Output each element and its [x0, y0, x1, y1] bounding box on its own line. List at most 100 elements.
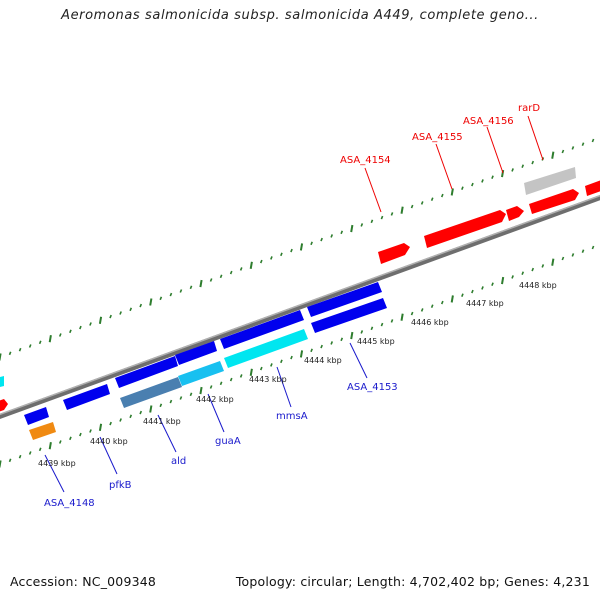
minor-tick: [481, 179, 484, 183]
minor-tick: [521, 164, 525, 168]
minor-tick: [58, 333, 62, 337]
major-tick: [400, 206, 404, 214]
gene-label-mmsa[interactable]: mmsA: [276, 411, 308, 422]
forward-label-leaders: [364, 115, 544, 213]
minor-tick: [159, 296, 163, 301]
major-tick: [48, 442, 52, 450]
minor-tick: [320, 344, 323, 349]
major-tick: [501, 276, 505, 285]
major-tick: [450, 295, 454, 303]
minor-tick: [109, 421, 112, 426]
major-tick: [199, 279, 203, 288]
gene-label-asa-4148[interactable]: ASA_4148: [44, 498, 95, 509]
gene-reverse[interactable]: [307, 282, 382, 317]
major-tick: [0, 353, 2, 361]
minor-tick: [219, 381, 223, 386]
minor-tick: [440, 193, 444, 198]
minor-tick: [410, 311, 414, 316]
minor-tick: [330, 234, 334, 238]
minor-tick: [330, 341, 334, 345]
minor-tick: [591, 245, 595, 250]
minor-tick: [310, 241, 313, 246]
minor-tick: [571, 253, 575, 257]
minor-tick: [310, 348, 313, 353]
minor-tick: [531, 267, 535, 272]
minor-tick: [259, 366, 263, 371]
major-tick: [0, 460, 2, 468]
minor-tick: [320, 237, 323, 242]
minor-tick: [28, 344, 32, 348]
gene-forward[interactable]: [378, 243, 410, 264]
minor-tick: [129, 307, 133, 312]
major-tick: [149, 405, 153, 413]
gene-reverse-orange[interactable]: [29, 422, 56, 440]
gene-forward[interactable]: [529, 189, 579, 214]
scale-label: 4445 kbp: [357, 337, 395, 346]
minor-tick: [239, 267, 243, 271]
minor-tick: [8, 458, 12, 463]
scale-label: 4446 kbp: [411, 318, 449, 327]
gene-reverse-cyan[interactable]: [224, 329, 308, 368]
minor-tick: [189, 392, 193, 397]
gene-label-pfkb[interactable]: pfkB: [109, 480, 132, 491]
gene-label-asa-4154[interactable]: ASA_4154: [340, 155, 391, 166]
gene-forward-gray[interactable]: [524, 167, 576, 195]
major-tick: [350, 224, 354, 233]
major-tick: [400, 313, 404, 321]
minor-tick: [259, 259, 263, 264]
minor-tick: [280, 252, 283, 257]
gene-label-asa-4153[interactable]: ASA_4153: [347, 382, 398, 393]
gene-reverse[interactable]: [24, 407, 49, 425]
minor-tick: [209, 278, 213, 282]
minor-tick: [481, 286, 484, 290]
minor-tick: [69, 329, 72, 334]
minor-tick: [420, 308, 424, 312]
gene-reverse-cyan[interactable]: [178, 361, 224, 386]
minor-tick: [129, 414, 133, 419]
minor-tick: [290, 355, 293, 360]
gene-reverse-steel[interactable]: [120, 377, 182, 408]
minor-tick: [491, 175, 494, 179]
minor-tick: [511, 275, 514, 279]
gene-reverse[interactable]: [220, 310, 304, 349]
gene-label-asa-4156[interactable]: ASA_4156: [463, 116, 514, 127]
accession-text: Accession: NC_009348: [10, 574, 157, 589]
gene-label-ald[interactable]: ald: [171, 456, 186, 467]
reverse-label-leaders: [44, 342, 368, 493]
minor-tick: [531, 160, 535, 165]
minor-tick: [119, 311, 122, 315]
minor-tick: [430, 197, 434, 201]
gene-forward[interactable]: [585, 179, 600, 196]
map-title: Aeromonas salmonicida subsp. salmonicida…: [61, 8, 539, 23]
minor-tick: [79, 325, 82, 330]
gene-label-guaa[interactable]: guaA: [215, 436, 241, 447]
gene-forward[interactable]: [0, 399, 8, 413]
minor-tick: [521, 271, 525, 275]
major-tick: [149, 298, 153, 306]
gene-reverse[interactable]: [63, 384, 110, 410]
major-tick: [48, 335, 52, 343]
minor-tick: [189, 285, 193, 290]
minor-tick: [541, 264, 545, 268]
gene-reverse[interactable]: [311, 298, 387, 333]
minor-tick: [219, 274, 223, 279]
major-tick: [299, 350, 304, 358]
minor-tick: [270, 363, 273, 367]
minor-tick: [38, 447, 42, 452]
gene-reverse[interactable]: [175, 341, 217, 365]
minor-tick: [461, 186, 464, 190]
gene-forward[interactable]: [424, 210, 506, 248]
gene-reverse[interactable]: [115, 356, 178, 388]
gene-label-rard[interactable]: rarD: [518, 103, 540, 114]
minor-tick: [280, 359, 283, 364]
minor-tick: [119, 418, 122, 422]
scale-label: 4440 kbp: [90, 437, 128, 446]
minor-tick: [209, 385, 213, 389]
major-tick: [350, 331, 354, 340]
minor-tick: [420, 201, 424, 205]
gene-label-asa-4155[interactable]: ASA_4155: [412, 132, 463, 143]
minor-tick: [28, 451, 32, 455]
gene-reverse-cyan[interactable]: [0, 376, 4, 387]
minor-tick: [89, 322, 92, 326]
gene-forward[interactable]: [506, 206, 524, 221]
